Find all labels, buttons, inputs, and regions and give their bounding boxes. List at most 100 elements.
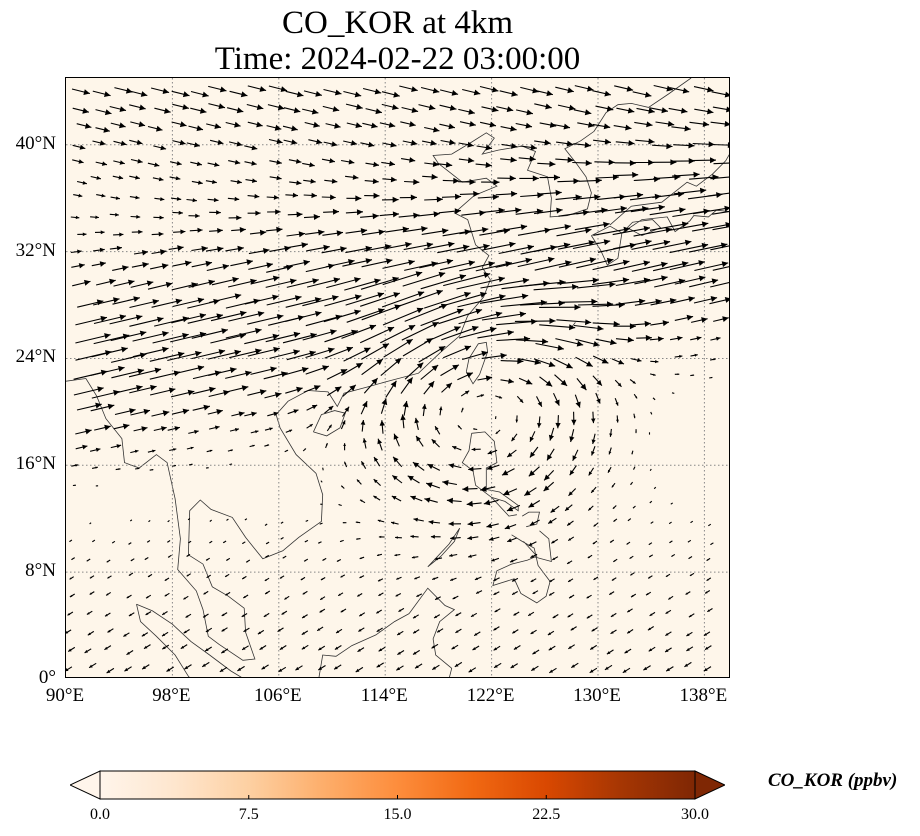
wind-arrow-61 (589, 644, 597, 650)
wind-arrow-276 (187, 518, 191, 521)
wind-arrow-785 (459, 227, 489, 235)
wind-arrow-934 (713, 162, 729, 165)
wind-arrow-447 (380, 398, 388, 414)
wind-arrow-65 (664, 647, 672, 653)
wind-arrow-954 (440, 139, 456, 146)
wind-arrow-241 (128, 542, 132, 545)
wind-arrow-959 (534, 139, 551, 146)
wind-arrow-654 (558, 298, 598, 305)
colorbar-tick-label: 30.0 (681, 806, 709, 823)
wind-arrow-382 (302, 448, 307, 452)
wind-arrow-181 (279, 575, 285, 579)
wind-arrow-671 (227, 278, 257, 288)
wind-arrow-271 (710, 542, 714, 546)
wind-arrow-352 (322, 467, 324, 471)
wind-arrow-911 (269, 159, 282, 165)
wind-arrow-1056 (439, 89, 459, 96)
wind-arrow-726 (631, 261, 668, 272)
wind-arrow-664 (95, 278, 116, 286)
wind-arrow-509 (380, 357, 402, 377)
lat-tick-label: 8°N (25, 560, 56, 582)
wind-arrow-1055 (420, 86, 440, 94)
wind-arrow-759 (613, 239, 652, 250)
wind-arrow-140 (145, 594, 152, 599)
wind-arrow-473 (303, 385, 321, 393)
coastline-segment-3 (461, 431, 519, 512)
wind-arrow-210 (186, 553, 191, 557)
wind-arrow-157 (475, 590, 483, 594)
wind-arrow-282 (305, 519, 309, 522)
wind-arrow-137 (89, 591, 95, 595)
wind-arrow-887 (458, 179, 476, 185)
wind-arrow-455 (555, 415, 561, 429)
wind-arrow-670 (211, 276, 239, 286)
wind-arrow-721 (534, 260, 572, 271)
wind-arrow-482 (476, 394, 485, 398)
wind-arrow-551 (533, 358, 556, 368)
wind-arrow-384 (343, 443, 346, 451)
wind-arrow-131 (627, 608, 633, 613)
wind-arrow-577 (380, 324, 416, 344)
colorbar-tick-label: 0.0 (90, 806, 110, 823)
wind-arrow-956 (476, 144, 493, 151)
wind-arrow-139 (126, 594, 132, 599)
wind-arrow-740 (248, 248, 270, 255)
wind-arrow-457 (591, 411, 596, 424)
wind-arrow-234 (648, 554, 654, 558)
wind-arrow-37 (126, 650, 134, 656)
wind-arrow-765 (77, 232, 87, 237)
wind-arrow-828 (630, 204, 665, 213)
wind-arrow-398 (608, 447, 612, 455)
wind-arrow-142 (183, 595, 189, 600)
coastline-segment-4 (492, 534, 551, 604)
wind-arrow-200 (647, 575, 653, 579)
wind-arrow-737 (191, 245, 208, 252)
wind-arrow-376 (186, 446, 194, 450)
wind-arrow-29 (622, 667, 631, 674)
wind-arrow-25 (549, 667, 557, 674)
wind-arrow-16 (376, 662, 384, 668)
wind-arrow-1062 (555, 86, 574, 94)
wind-arrow-644 (360, 292, 401, 307)
wind-arrow-27 (589, 667, 598, 674)
wind-arrow-212 (226, 557, 231, 561)
wind-arrow-536 (247, 346, 280, 357)
wind-arrow-442 (287, 409, 299, 415)
wind-arrow-154 (416, 593, 423, 598)
wind-arrow-675 (306, 277, 341, 288)
wind-arrow-530 (132, 346, 169, 358)
wind-arrow-66 (686, 646, 694, 652)
wind-arrow-937 (113, 140, 127, 146)
colorbar-tick-label: 7.5 (238, 806, 259, 823)
wind-arrow-661 (693, 296, 718, 304)
wind-arrow-52 (412, 649, 420, 655)
wind-arrow-263 (551, 538, 559, 544)
wind-arrow-426 (569, 429, 575, 443)
wind-arrow-356 (392, 456, 403, 468)
wind-arrow-1049 (303, 90, 323, 97)
wind-arrow-611 (382, 307, 424, 326)
wind-arrow-240 (111, 540, 116, 544)
wind-arrow-739 (225, 245, 244, 252)
wind-arrow-806 (209, 210, 221, 215)
wind-arrow-576 (359, 326, 395, 344)
wind-arrow-907 (190, 161, 203, 167)
wind-arrow-649 (457, 294, 506, 308)
wind-arrow-951 (382, 141, 397, 148)
wind-arrow-880 (324, 178, 338, 184)
wind-arrow-617 (496, 318, 538, 326)
wind-arrow-609 (346, 308, 385, 323)
wind-arrow-143 (203, 590, 209, 595)
wind-arrow-1006 (129, 104, 146, 111)
wind-arrow-547 (462, 350, 489, 361)
wind-arrow-414 (340, 420, 346, 430)
wind-arrow-1033 (649, 107, 669, 114)
map-panel[interactable] (65, 77, 730, 678)
wind-arrow-936 (92, 140, 106, 146)
wind-arrow-452 (494, 416, 497, 420)
wind-arrow-338 (568, 488, 577, 497)
wind-arrow-99 (665, 631, 672, 637)
wind-arrow-795 (649, 221, 689, 231)
wind-arrow-110 (221, 612, 228, 617)
wind-arrow-621 (573, 324, 604, 332)
